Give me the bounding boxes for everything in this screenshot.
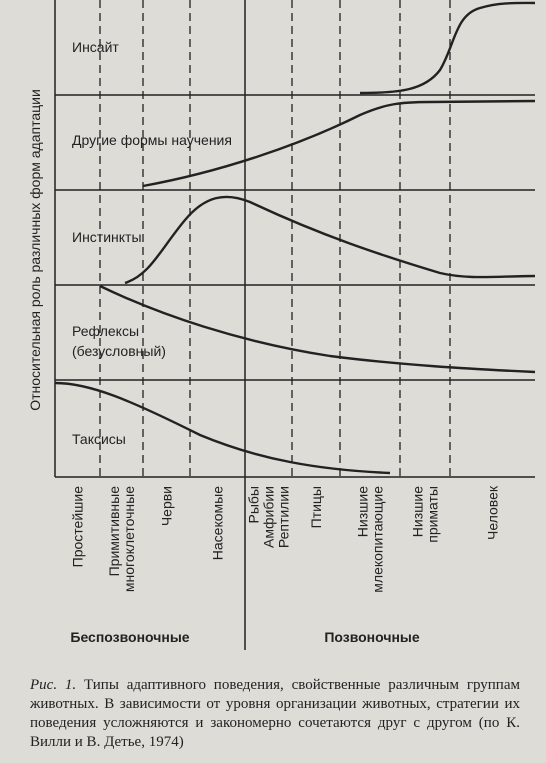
column-label: Простейшие: [70, 486, 86, 568]
column-label: многоклеточные: [121, 486, 137, 592]
caption-text: Типы адаптивного поведения, свойственные…: [30, 677, 520, 750]
panel-label: Другие формы научения: [72, 132, 232, 148]
column-label: Человек: [485, 485, 501, 540]
column-label: Низшие: [410, 486, 426, 537]
column-label: Рептилии: [276, 486, 292, 548]
learning-curve: [142, 99, 536, 188]
panel-label: Рефлексы: [72, 323, 139, 339]
panel-label: Инсайт: [72, 39, 119, 55]
column-label: приматы: [425, 486, 441, 543]
panel-label: Инстинкты: [72, 229, 142, 245]
caption: Рис. 1. Типы адаптивного поведения, свой…: [30, 676, 520, 752]
insight-curve: [359, 1, 536, 95]
column-label: Низшие: [355, 486, 371, 537]
column-label: Амфибии: [261, 486, 277, 548]
group-label: Позвоночные: [324, 629, 420, 645]
reflex-curve: [99, 284, 536, 374]
group-label: Беспозвоночные: [70, 629, 189, 645]
y-axis-label: Относительная роль различных форм адапта…: [27, 89, 43, 411]
instinct-curve: [124, 195, 536, 285]
column-labels: Простейшие Примитивные многоклеточные Черви…: [70, 485, 501, 593]
column-label: Насекомые: [210, 486, 226, 560]
column-label: Черви: [159, 486, 175, 526]
panel-label: (безусловный): [72, 343, 166, 359]
column-label: млекопитающие: [370, 486, 386, 593]
taxis-curve: [54, 381, 391, 475]
frame: [54, 0, 535, 650]
caption-label: Рис. 1.: [30, 677, 77, 693]
panel-label: Таксисы: [72, 431, 126, 447]
column-label: Рыбы: [246, 486, 262, 523]
column-dividers: [99, 0, 451, 477]
column-label: Птицы: [308, 486, 324, 528]
curves: [54, 1, 536, 475]
column-label: Примитивные: [106, 486, 122, 577]
